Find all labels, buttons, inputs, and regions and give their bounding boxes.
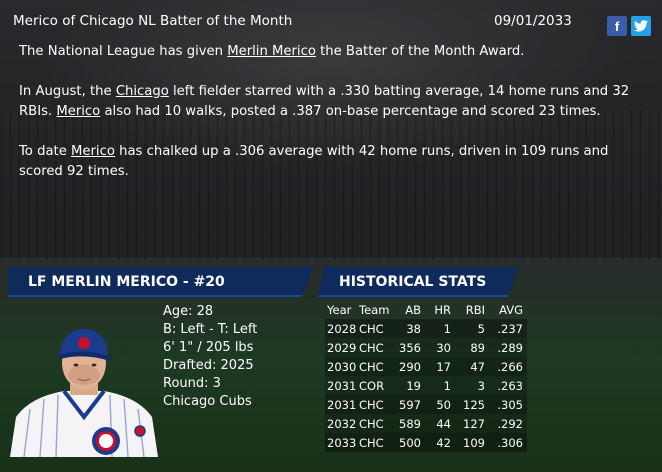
player-team: Chicago Cubs xyxy=(163,394,252,409)
column-header-avg[interactable]: AVG xyxy=(499,302,523,317)
table-row: 2031 CHC 597 50 125.305 xyxy=(325,395,527,414)
historical-stats-header: HISTORICAL STATS xyxy=(318,267,518,297)
player-bats-throws: B: Left - T: Left xyxy=(163,322,258,337)
table-row: 2032 CHC 589 44 127.292 xyxy=(325,414,527,433)
table-row: 2028 CHC 38 1 5.237 xyxy=(325,319,527,338)
historical-stats-table: Year Team AB HR RBI AVG 2028 CHC 38 1 5.237 … xyxy=(325,300,527,452)
news-article: The National League has given Merlin Mer… xyxy=(19,42,649,182)
article-overlay xyxy=(0,0,662,258)
column-header-rbi[interactable]: RBI xyxy=(465,302,485,317)
player-bio: Age: 28 B: Left - T: Left 6' 1" / 205 lb… xyxy=(163,303,257,411)
stats-header-row: Year Team AB HR RBI AVG xyxy=(325,300,527,319)
column-header-team[interactable]: Team xyxy=(359,302,390,317)
column-header-ab[interactable]: AB xyxy=(405,302,421,317)
table-row: 2029 CHC 356 30 89.289 xyxy=(325,338,527,357)
facebook-icon[interactable]: f xyxy=(607,16,627,36)
player-drafted: Drafted: 2025 xyxy=(163,358,254,373)
team-link[interactable]: Chicago xyxy=(115,84,169,99)
news-title: Merico of Chicago NL Batter of the Month xyxy=(13,13,293,29)
table-row: 2030 CHC 290 17 47.266 xyxy=(325,357,527,376)
player-height-weight: 6' 1" / 205 lbs xyxy=(163,340,254,355)
twitter-bird-icon xyxy=(634,20,648,32)
column-header-year[interactable]: Year xyxy=(327,302,352,317)
player-header[interactable]: LF MERLIN MERICO - #20 xyxy=(8,267,314,297)
player-portrait xyxy=(10,329,158,457)
player-link[interactable]: Merico xyxy=(56,104,101,119)
table-row: 2033 CHC 500 42 109.306 xyxy=(325,433,527,452)
player-link[interactable]: Merico xyxy=(71,144,115,159)
article-paragraph-1: The National League has given Merlin Mer… xyxy=(19,44,525,59)
player-round: Round: 3 xyxy=(163,376,221,391)
article-paragraph-3: To date Merico has chalked up a .306 ave… xyxy=(19,144,609,179)
stadium-stands xyxy=(0,110,662,260)
player-age: Age: 28 xyxy=(163,304,214,319)
table-row: 2031 COR 19 1 3.263 xyxy=(325,376,527,395)
column-header-hr[interactable]: HR xyxy=(434,302,451,317)
player-link[interactable]: Merlin Merico xyxy=(227,44,316,59)
twitter-icon[interactable] xyxy=(631,16,651,36)
news-date: 09/01/2033 xyxy=(494,13,572,29)
article-paragraph-2: In August, the Chicago left fielder star… xyxy=(19,84,630,119)
news-header: Merico of Chicago NL Batter of the Month… xyxy=(0,6,662,36)
